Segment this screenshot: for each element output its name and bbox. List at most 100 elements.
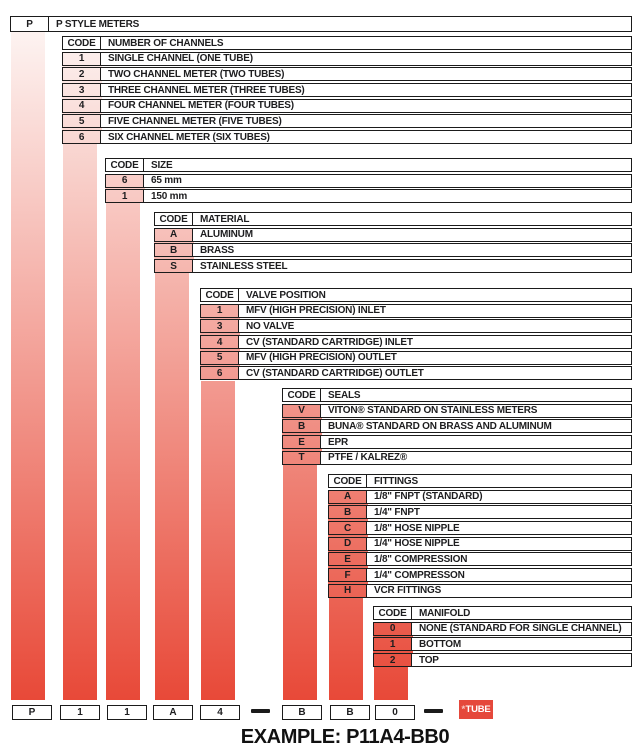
code-segment-box: 4: [200, 705, 240, 720]
desc-cell: CV (STANDARD CARTRIDGE) OUTLET: [239, 367, 631, 380]
code-cell: 6: [106, 174, 144, 187]
table-row: 1 BOTTOM: [373, 637, 632, 652]
table-row: 5 MFV (HIGH PRECISION) OUTLET: [200, 350, 632, 365]
code-cell: S: [155, 260, 193, 273]
table-row: 1 150 mm: [105, 189, 632, 204]
code-cell: 5: [63, 115, 101, 128]
table-row: 3 THREE CHANNEL METER (THREE TUBES): [62, 83, 632, 98]
code-cell: C: [329, 522, 367, 535]
desc-cell: 65 mm: [144, 174, 631, 187]
code-cell: H: [329, 584, 367, 597]
desc-cell: CV (STANDARD CARTRIDGE) INLET: [239, 336, 631, 349]
table-header-row: CODE NUMBER OF CHANNELS: [62, 36, 632, 50]
desc-cell: 150 mm: [144, 190, 631, 203]
table-row: C 1/8" HOSE NIPPLE: [328, 521, 632, 536]
code-cell: E: [283, 436, 321, 449]
code-cell: 6: [63, 131, 101, 144]
desc-cell: MFV (HIGH PRECISION) OUTLET: [239, 351, 631, 364]
code-cell: P: [11, 17, 49, 31]
tube-note-label: TUBE: [465, 704, 491, 715]
desc-cell: P STYLE METERS: [49, 17, 631, 31]
desc-cell: MATERIAL: [193, 213, 631, 225]
flow-bar-style: [11, 32, 45, 700]
code-cell: 4: [201, 336, 239, 349]
code-column-highlight: [154, 227, 194, 274]
table-row: 3 NO VALVE: [200, 319, 632, 334]
desc-cell: TWO CHANNEL METER (TWO TUBES): [101, 68, 631, 81]
table-row: E EPR: [282, 435, 632, 450]
code-segment-box: 1: [107, 705, 147, 720]
code-column-highlight: [328, 489, 368, 598]
table-row: P P STYLE METERS: [10, 16, 632, 32]
desc-cell: SINGLE CHANNEL (ONE TUBE): [101, 52, 631, 65]
desc-cell: VITON® STANDARD ON STAINLESS METERS: [321, 404, 631, 417]
code-cell: 4: [63, 99, 101, 112]
code-column-highlight: [105, 173, 145, 204]
tube-note-badge: * TUBE: [459, 700, 493, 719]
code-cell: B: [329, 506, 367, 519]
table-row: T PTFE / KALREZ®: [282, 450, 632, 465]
desc-cell: BUNA® STANDARD ON BRASS AND ALUMINUM: [321, 420, 631, 433]
desc-cell: 1/8" HOSE NIPPLE: [367, 522, 631, 535]
table-row: A 1/8" FNPT (STANDARD): [328, 489, 632, 504]
code-segment-box: P: [12, 705, 52, 720]
code-cell: CODE: [106, 159, 144, 171]
dash-separator: [251, 709, 270, 713]
code-cell: CODE: [374, 607, 412, 619]
code-cell: A: [155, 228, 193, 241]
code-cell: T: [283, 451, 321, 464]
code-segment-box: B: [330, 705, 370, 720]
code-cell: B: [283, 420, 321, 433]
flow-bar-size: [106, 203, 140, 700]
desc-cell: 1/4" HOSE NIPPLE: [367, 537, 631, 550]
code-segment-box: A: [153, 705, 193, 720]
table-row: 0 NONE (STANDARD FOR SINGLE CHANNEL): [373, 621, 632, 636]
fittings-table: CODE FITTINGS A 1/8" FNPT (STANDARD) B 1/4" F…: [328, 474, 632, 600]
desc-cell: MANIFOLD: [412, 607, 631, 619]
desc-cell: EPR: [321, 436, 631, 449]
desc-cell: TOP: [412, 654, 631, 667]
table-row: H VCR FITTINGS: [328, 583, 632, 598]
desc-cell: 1/8" COMPRESSION: [367, 553, 631, 566]
code-cell: 6: [201, 367, 239, 380]
code-cell: CODE: [63, 37, 101, 49]
desc-cell: THREE CHANNEL METER (THREE TUBES): [101, 84, 631, 97]
code-column-highlight: [282, 403, 322, 465]
table-row: 4 FOUR CHANNEL METER (FOUR TUBES): [62, 98, 632, 113]
code-cell: 2: [63, 68, 101, 81]
desc-cell: MFV (HIGH PRECISION) INLET: [239, 304, 631, 317]
code-cell: 1: [106, 190, 144, 203]
code-segment-box: B: [282, 705, 322, 720]
desc-cell: FITTINGS: [367, 475, 631, 487]
tube-note-star: *: [461, 704, 465, 715]
code-cell: E: [329, 553, 367, 566]
code-segment-box: 1: [60, 705, 100, 720]
code-cell: B: [155, 244, 193, 257]
code-cell: 5: [201, 351, 239, 364]
table-header-row: CODE MATERIAL: [154, 212, 632, 226]
example-caption: EXAMPLE: P11A4-BB0: [240, 726, 450, 748]
size-table: CODE SIZE 6 65 mm 1 150 mm: [105, 158, 632, 205]
code-cell: 3: [201, 320, 239, 333]
desc-cell: NONE (STANDARD FOR SINGLE CHANNEL): [412, 622, 631, 635]
code-cell: CODE: [283, 389, 321, 401]
code-cell: 1: [201, 304, 239, 317]
table-header-row: CODE SEALS: [282, 388, 632, 402]
table-row: B BUNA® STANDARD ON BRASS AND ALUMINUM: [282, 419, 632, 434]
table-row: 2 TWO CHANNEL METER (TWO TUBES): [62, 67, 632, 82]
style-table: P P STYLE METERS: [10, 16, 632, 32]
code-cell: V: [283, 404, 321, 417]
code-cell: 2: [374, 654, 412, 667]
desc-cell: 1/4" COMPRESSON: [367, 569, 631, 582]
seals-table: CODE SEALS V VITON® STANDARD ON STAINLESS M…: [282, 388, 632, 466]
desc-cell: PTFE / KALREZ®: [321, 451, 631, 464]
code-segment-box: 0: [375, 705, 415, 720]
channels-table: CODE NUMBER OF CHANNELS 1 SINGLE CHANNEL (O…: [62, 36, 632, 146]
code-cell: 1: [63, 52, 101, 65]
desc-cell: 1/4" FNPT: [367, 506, 631, 519]
desc-cell: VALVE POSITION: [239, 289, 631, 301]
desc-cell: ALUMINUM: [193, 228, 631, 241]
desc-cell: SIX CHANNEL METER (SIX TUBES): [101, 131, 631, 144]
desc-cell: SIZE: [144, 159, 631, 171]
